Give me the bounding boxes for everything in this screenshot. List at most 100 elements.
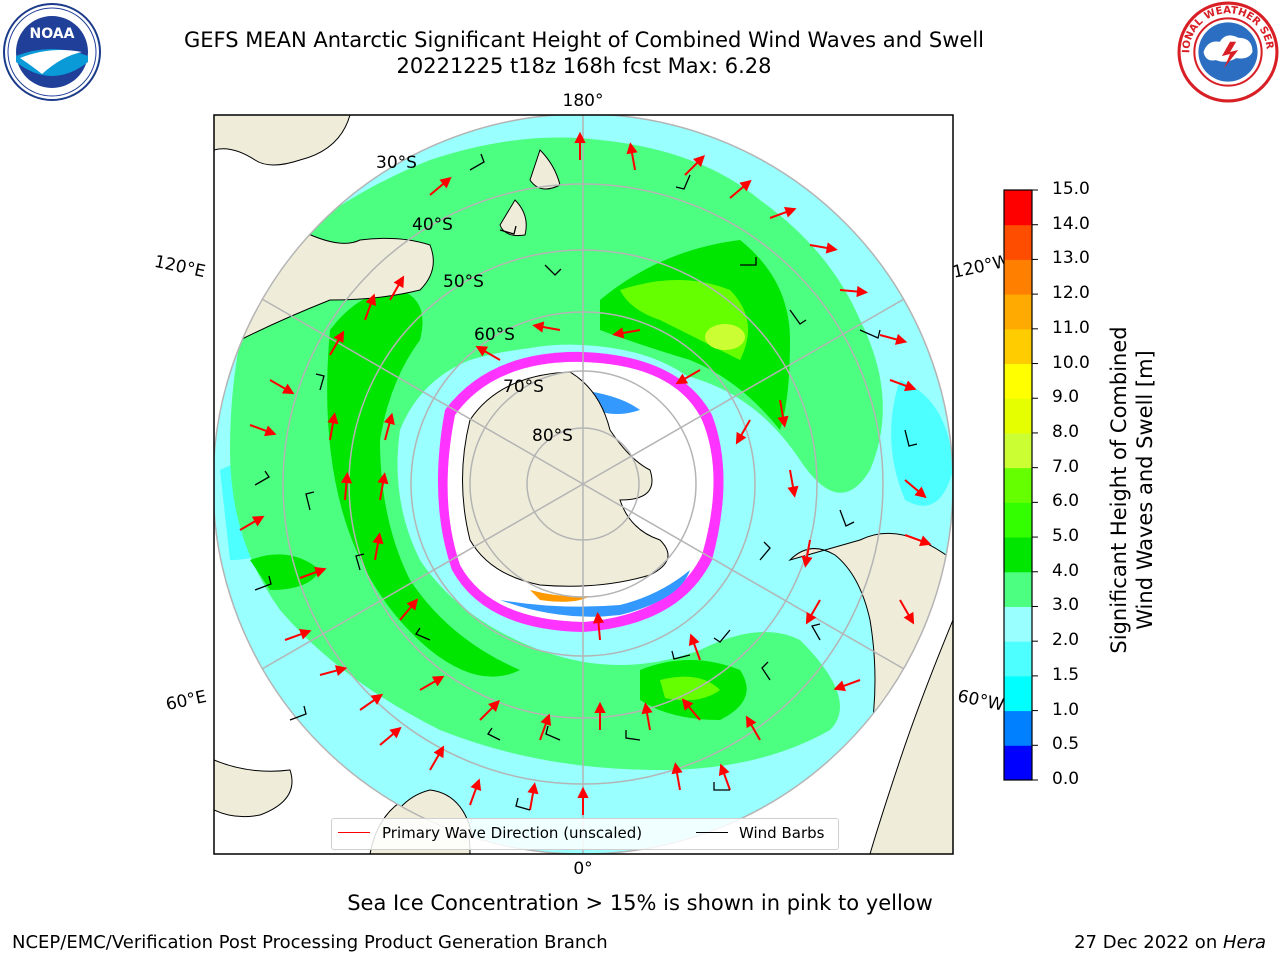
colorbar-tick-label: 15.0 — [1052, 179, 1090, 199]
wave-arrow — [745, 715, 761, 741]
wave-arrow — [626, 142, 638, 171]
wave-arrow — [671, 762, 683, 791]
wind-barb — [289, 705, 307, 721]
colorbar-tick-label: 14.0 — [1052, 213, 1090, 234]
colorbar-tick-label: 1.0 — [1052, 699, 1080, 720]
colorbar-segment — [1004, 224, 1032, 260]
wind-barb — [759, 541, 771, 561]
wind-barb — [469, 153, 485, 171]
colorbar-title-line1: Significant Height of Combined — [1107, 326, 1131, 653]
wave-arrow — [879, 333, 908, 345]
lat-label-50s: 50°S — [443, 272, 484, 292]
colorbar-tick-label: 4.0 — [1052, 560, 1080, 581]
wind-barb — [305, 491, 315, 511]
wind-barb — [740, 257, 757, 266]
lon-label-top: 180° — [563, 91, 604, 111]
wave-arrow — [319, 665, 348, 677]
wave-arrow — [419, 675, 445, 691]
wave-arrow — [592, 611, 605, 641]
wave-arrow — [299, 566, 327, 579]
wave-arrow — [577, 786, 589, 815]
wave-arrow — [372, 532, 384, 561]
wave-arrow — [429, 176, 452, 196]
colorbar-title: Significant Height of Combined Wind Wave… — [1107, 326, 1157, 653]
colorbar-segment — [1004, 710, 1032, 746]
lon-label-bottom: 0° — [573, 859, 592, 879]
colorbar-segment — [1004, 606, 1032, 642]
wave-arrow — [532, 321, 561, 333]
wave-arrow — [833, 679, 861, 692]
lon-label-right-upper: 120°W — [951, 251, 1012, 283]
wave-arrow — [675, 369, 701, 385]
wave-arrow — [688, 633, 701, 661]
colorbar-segment — [1004, 190, 1032, 226]
colorbar-tick-label: 13.0 — [1052, 248, 1090, 269]
colorbar-tick-label: 7.0 — [1052, 456, 1080, 477]
colorbar-segment — [1004, 502, 1032, 538]
wind-barb — [675, 174, 691, 190]
wind-barb — [713, 782, 730, 791]
wave-arrow — [364, 293, 377, 321]
colorbar-title-line2: Wind Waves and Swell [m] — [1133, 350, 1157, 630]
wind-barb — [515, 797, 531, 811]
wind-barb — [625, 730, 641, 741]
colorbar-tick-label: 3.0 — [1052, 595, 1080, 616]
colorbar-tick-label: 0.0 — [1052, 769, 1080, 789]
wave-direction-arrows — [239, 131, 932, 815]
lat-label-60s: 60°S — [474, 325, 515, 345]
wave-arrow — [641, 702, 653, 731]
wave-arrow — [479, 700, 500, 721]
wind-barb — [671, 650, 691, 660]
colorbar-segment — [1004, 294, 1032, 330]
wave-arrow — [383, 412, 395, 441]
legend-barb-swatch — [696, 832, 728, 833]
colorbar-tick-label: 11.0 — [1052, 317, 1090, 338]
wave-arrow — [594, 701, 606, 730]
wave-arrow — [777, 399, 789, 428]
wave-arrow — [801, 539, 813, 568]
graticule — [214, 115, 953, 854]
wind-barb — [859, 329, 881, 339]
colorbar-tick-label: 10.0 — [1052, 352, 1090, 373]
wave-arrow — [787, 469, 799, 498]
wind-barb — [839, 509, 855, 527]
wind-barb — [904, 429, 918, 447]
colorbar-frame — [1003, 189, 1033, 781]
wave-arrow — [239, 515, 265, 531]
wave-arrow — [327, 412, 339, 441]
wave-arrow — [839, 285, 869, 298]
colorbar-segment — [1004, 537, 1032, 573]
wind-barb — [544, 264, 562, 276]
noaa-logo-text: NOAA — [30, 26, 75, 42]
wave-arrow — [684, 155, 705, 176]
wave-arrow — [809, 242, 838, 254]
lat-label-40s: 40°S — [412, 215, 453, 235]
colorbar — [1003, 189, 1038, 781]
wind-barb — [811, 623, 821, 641]
colorbar-segment — [1004, 328, 1032, 365]
colorbar-segment — [1004, 363, 1032, 399]
colorbar-segment — [1004, 259, 1032, 295]
wave-arrow — [681, 698, 701, 721]
legend-wave-swatch — [338, 832, 370, 833]
wave-arrow — [429, 745, 445, 771]
colorbar-segment — [1004, 467, 1032, 503]
sea-ice-note: Sea Ice Concentration > 15% is shown in … — [347, 891, 933, 915]
wave-arrow — [399, 598, 419, 621]
legend-wave-label: Primary Wave Direction (unscaled) — [382, 824, 643, 842]
wave-arrow — [539, 713, 552, 741]
wave-arrow — [329, 330, 345, 356]
wind-barb — [789, 309, 807, 325]
footer-host: Hera — [1222, 932, 1266, 953]
colorbar-tick-label: 1.5 — [1052, 664, 1080, 685]
lon-label-left-lower: 60°E — [164, 687, 208, 715]
footer-date-text: 27 Dec 2022 on — [1074, 932, 1223, 953]
colorbar-segment — [1004, 675, 1032, 712]
wave-arrow — [389, 275, 405, 301]
footer-credit: NCEP/EMC/Verification Post Processing Pr… — [12, 932, 608, 953]
wind-barb — [761, 661, 771, 681]
colorbar-tick-label: 8.0 — [1052, 421, 1080, 442]
colorbar-tick-label: 0.5 — [1052, 734, 1080, 755]
nws-logo: NATIONAL WEATHER SERVICE — [1177, 1, 1279, 103]
